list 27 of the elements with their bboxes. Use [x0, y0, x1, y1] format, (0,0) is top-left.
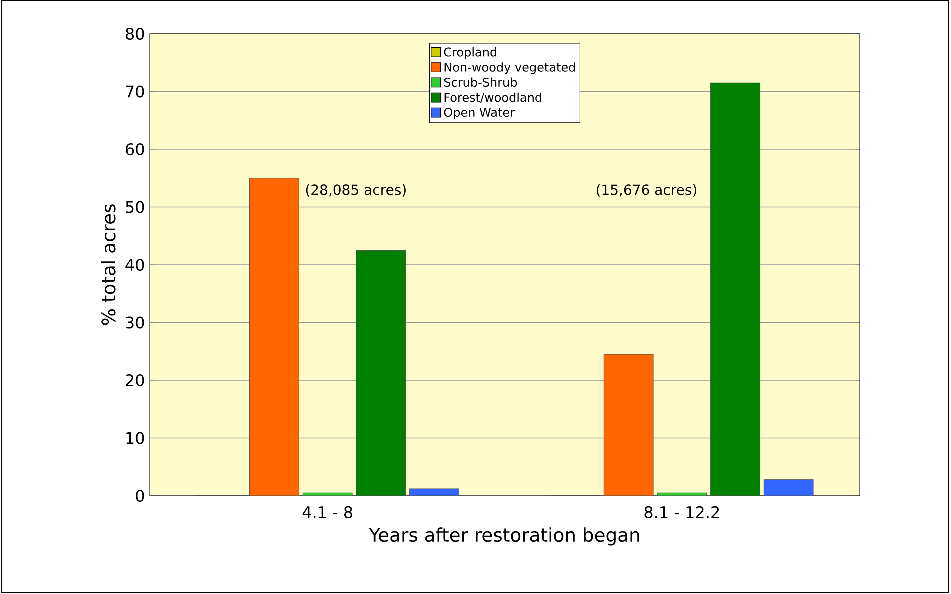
legend-label: Cropland: [444, 48, 496, 60]
y-tick-label: 30: [126, 316, 144, 329]
bar: [356, 250, 406, 496]
bar: [250, 178, 300, 496]
bar: [657, 492, 708, 496]
y-tick-label: 70: [126, 86, 144, 98]
y-tick-label: 20: [126, 374, 144, 387]
x-tick-label: 8.1 - 12.2: [644, 506, 720, 519]
annotation: (15,676 acres): [596, 184, 697, 197]
bar: [302, 492, 353, 496]
y-tick-label: 60: [126, 143, 144, 156]
y-tick-label: 10: [126, 432, 144, 444]
legend-label: Scrub-Shrub: [444, 78, 518, 88]
legend-label: Forest/woodland: [444, 92, 542, 104]
bar: [710, 82, 760, 496]
y-axis-title: % total acres: [101, 204, 116, 326]
x-axis-title: Years after restoration began: [369, 528, 640, 546]
legend-label: Non-woody vegetated: [444, 62, 576, 74]
bar: [604, 354, 654, 496]
bar: [764, 480, 814, 496]
y-tick-label: 40: [126, 258, 144, 272]
annotation: (28,085 acres): [306, 184, 406, 197]
y-tick-label: 0: [136, 490, 144, 502]
y-tick-label: 50: [126, 201, 144, 214]
x-tick-label: 4.1 - 8: [302, 506, 352, 519]
legend-label: Open Water: [444, 108, 516, 120]
y-tick-label: 80: [126, 28, 144, 40]
